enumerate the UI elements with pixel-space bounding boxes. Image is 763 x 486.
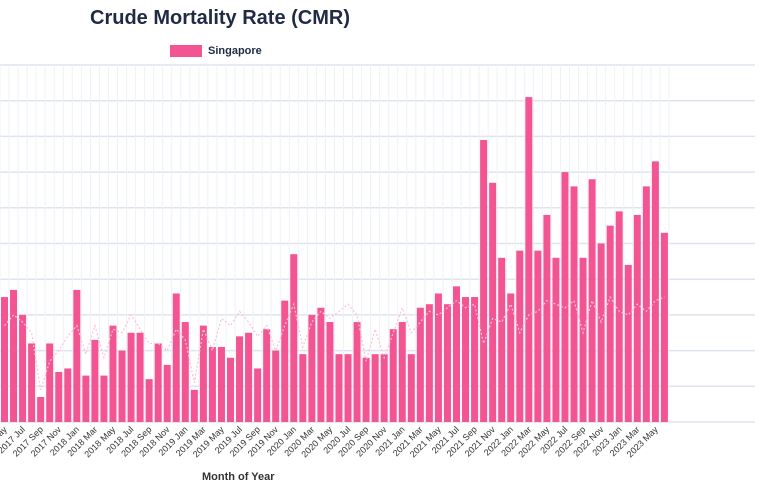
- bar: [217, 347, 225, 422]
- bar: [651, 161, 659, 422]
- bar: [245, 332, 253, 422]
- bar: [91, 339, 99, 422]
- bar: [407, 354, 415, 422]
- bar: [82, 375, 90, 422]
- bar: [263, 329, 271, 422]
- bar: [380, 354, 388, 422]
- bar: [299, 354, 307, 422]
- bar: [624, 264, 632, 422]
- bar: [181, 322, 189, 422]
- legend-swatch-icon: [170, 45, 202, 57]
- bar: [570, 186, 578, 422]
- bar: [19, 314, 27, 422]
- bar: [64, 368, 72, 422]
- bar: [208, 347, 216, 422]
- bar: [561, 172, 569, 422]
- bar: [109, 325, 117, 422]
- bar: [308, 314, 316, 422]
- bar: [236, 336, 244, 422]
- bar: [606, 225, 614, 422]
- x-tick-label: ...ay: [0, 424, 9, 443]
- bar: [462, 297, 470, 422]
- bar: [335, 354, 343, 422]
- bar: [443, 304, 451, 422]
- bar: [163, 364, 171, 422]
- bar: [172, 293, 180, 422]
- bar: [55, 372, 63, 422]
- bar: [425, 304, 433, 422]
- legend-label: Singapore: [208, 45, 262, 57]
- bar: [46, 343, 54, 422]
- bar: [543, 214, 551, 422]
- bar: [190, 389, 198, 422]
- bar: [453, 286, 460, 422]
- x-axis-label: Month of Year: [202, 471, 275, 483]
- bar: [199, 325, 207, 422]
- bar: [389, 329, 397, 422]
- bar: [597, 243, 605, 422]
- bar: [272, 350, 280, 422]
- bar: [507, 293, 515, 422]
- bar: [633, 214, 641, 422]
- bar: [588, 179, 596, 422]
- bar: [371, 354, 379, 422]
- bar: [642, 186, 650, 422]
- bar: [498, 257, 506, 422]
- bar: [480, 139, 488, 422]
- bar: [281, 300, 289, 422]
- bar: [154, 343, 162, 422]
- bar: [100, 375, 108, 422]
- bar: [317, 307, 325, 422]
- bar: [326, 322, 334, 422]
- bar: [136, 332, 144, 422]
- bar: [10, 289, 18, 422]
- bar: [416, 307, 424, 422]
- bar: [118, 350, 126, 422]
- bar: [615, 211, 623, 422]
- bar: [254, 368, 262, 422]
- bar: [145, 379, 153, 422]
- bar: [73, 289, 81, 422]
- bar: [28, 343, 36, 422]
- bar: [353, 322, 361, 422]
- chart-title: Crude Mortality Rate (CMR): [90, 7, 351, 29]
- bar: [489, 182, 497, 422]
- bar: [362, 357, 370, 422]
- bar: [471, 297, 479, 422]
- bar: [1, 297, 8, 422]
- bar: [398, 322, 406, 422]
- bar: [290, 254, 298, 422]
- bar-series-singapore: [1, 97, 668, 422]
- bar: [344, 354, 352, 422]
- bar: [534, 250, 542, 422]
- bar: [37, 397, 45, 422]
- bar: [660, 232, 668, 422]
- bar: [525, 97, 533, 422]
- legend[interactable]: Singapore: [170, 45, 262, 57]
- vertical-grid: [0, 65, 670, 422]
- bar: [516, 250, 524, 422]
- bar: [434, 293, 442, 422]
- reference-line: [4, 295, 665, 391]
- bar: [227, 357, 234, 422]
- bar: [127, 332, 135, 422]
- bar: [579, 257, 587, 422]
- bar: [552, 257, 560, 422]
